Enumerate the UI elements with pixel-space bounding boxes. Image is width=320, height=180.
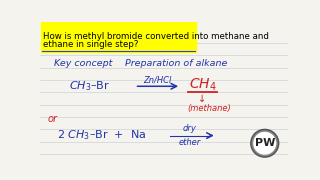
Text: dry: dry bbox=[183, 124, 196, 133]
Text: PW: PW bbox=[255, 138, 275, 148]
Circle shape bbox=[252, 131, 277, 156]
Text: Key concept: Key concept bbox=[54, 59, 112, 68]
Text: $CH_3$–Br: $CH_3$–Br bbox=[69, 79, 111, 93]
Text: or: or bbox=[48, 114, 58, 124]
Text: How is methyl bromide converted into methane and: How is methyl bromide converted into met… bbox=[43, 32, 269, 41]
Text: Zn/HCl: Zn/HCl bbox=[144, 76, 172, 85]
Text: $CH_4$: $CH_4$ bbox=[189, 76, 217, 93]
Text: ↓: ↓ bbox=[198, 94, 206, 104]
Text: ether: ether bbox=[179, 138, 201, 147]
Text: (methane): (methane) bbox=[187, 104, 231, 113]
Text: Preparation of alkane: Preparation of alkane bbox=[125, 59, 228, 68]
FancyBboxPatch shape bbox=[41, 22, 196, 52]
Circle shape bbox=[251, 129, 279, 157]
Circle shape bbox=[254, 132, 276, 154]
Text: ethane in single step?: ethane in single step? bbox=[43, 40, 139, 49]
Text: $2\ CH_3$–Br  +  Na: $2\ CH_3$–Br + Na bbox=[57, 129, 147, 142]
